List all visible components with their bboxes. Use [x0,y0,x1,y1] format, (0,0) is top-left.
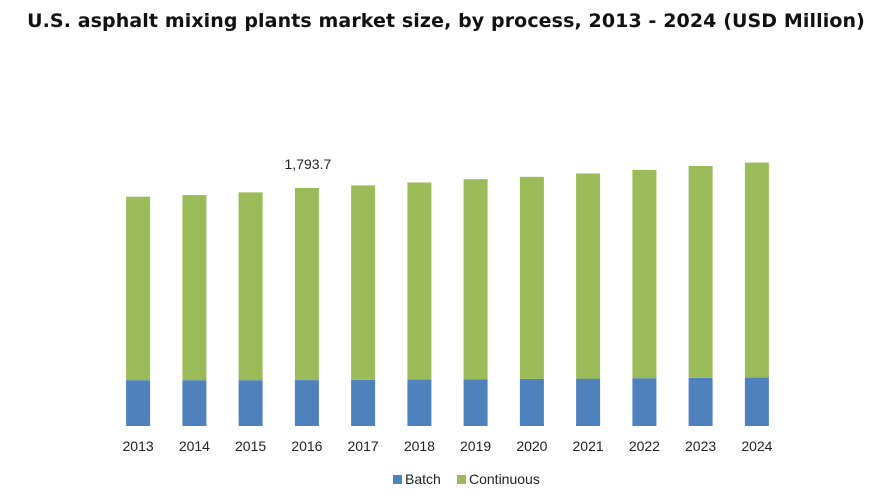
bar-batch-2024 [744,377,769,426]
bars-group [126,162,769,426]
bar-continuous-2021 [576,173,601,379]
bar-batch-2018 [407,379,432,426]
bar-continuous-2013 [126,196,151,381]
data-labels: 1,793.7 [285,156,332,172]
x-tick-label-2019: 2019 [460,438,491,454]
bar-batch-2017 [351,379,376,426]
data-label-2016: 1,793.7 [285,156,332,172]
bar-continuous-2024 [744,162,769,378]
x-tick-label-2020: 2020 [516,438,547,454]
bar-batch-2023 [688,378,713,426]
bar-continuous-2019 [463,179,488,380]
x-axis-ticks: 2013 2014 2015 2016 2017 2018 2019 2020 2021 2022… [123,438,773,454]
bar-continuous-2014 [182,195,207,381]
x-tick-label-2017: 2017 [348,438,379,454]
x-tick-label-2016: 2016 [291,438,322,454]
x-tick-label-2024: 2024 [741,438,772,454]
chart-title: U.S. asphalt mixing plants market size, … [27,10,865,32]
bar-batch-2019 [463,379,488,426]
bar-continuous-2022 [632,169,657,379]
legend-label-batch: Batch [405,471,441,487]
bar-batch-2020 [519,378,544,426]
bar-continuous-2016 [294,187,319,380]
legend: Batch Continuous [393,471,540,487]
bar-continuous-2023 [688,166,713,378]
x-tick-label-2023: 2023 [685,438,716,454]
bar-continuous-2018 [407,182,432,380]
x-tick-label-2015: 2015 [235,438,266,454]
bar-batch-2013 [126,380,151,426]
bar-batch-2021 [576,378,601,426]
bar-continuous-2017 [351,185,376,380]
bar-continuous-2015 [238,192,263,381]
x-tick-label-2014: 2014 [179,438,210,454]
bar-batch-2016 [294,380,319,426]
legend-swatch-continuous [457,475,466,484]
x-tick-label-2021: 2021 [573,438,604,454]
legend-label-continuous: Continuous [469,471,540,487]
x-tick-label-2022: 2022 [629,438,660,454]
x-tick-label-2013: 2013 [123,438,154,454]
bar-batch-2022 [632,378,657,426]
bar-batch-2015 [238,380,263,426]
bar-batch-2014 [182,380,207,426]
legend-swatch-batch [393,475,402,484]
x-tick-label-2018: 2018 [404,438,435,454]
bar-continuous-2020 [519,176,544,379]
